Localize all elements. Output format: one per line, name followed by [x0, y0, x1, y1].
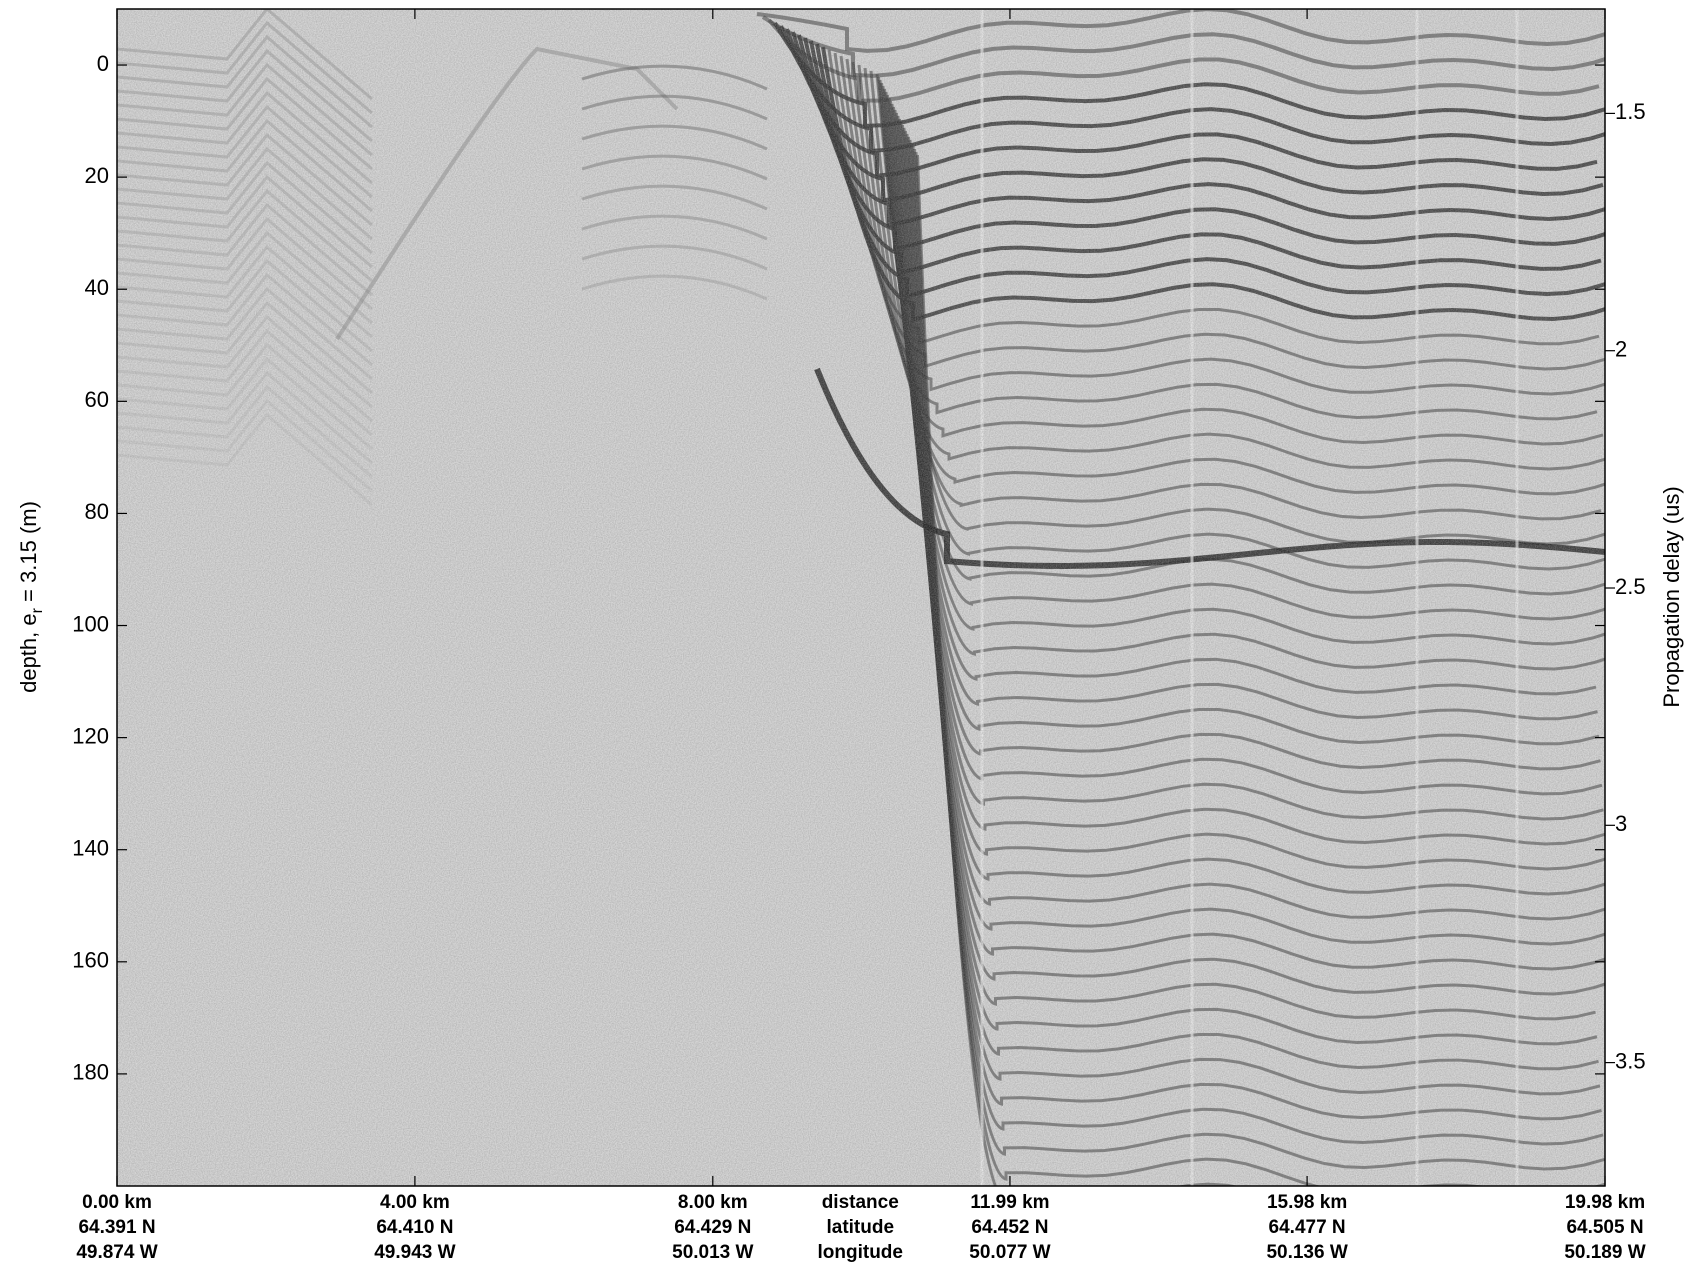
texture [117, 9, 1605, 1186]
y-tick-label: 100 [72, 611, 109, 636]
x-tick-latitude: 64.410 N [376, 1217, 453, 1238]
x-tick-longitude: 49.874 W [76, 1242, 157, 1263]
y-tick-label: 160 [72, 948, 109, 973]
y-tick-label: 80 [85, 499, 109, 524]
y2-tick-label: 3 [1615, 811, 1627, 836]
y-tick-label: 140 [72, 836, 109, 861]
x-row-label: longitude [818, 1242, 903, 1263]
x-tick-latitude: 64.429 N [674, 1217, 751, 1238]
x-tick-label: 0.00 km [82, 1192, 152, 1213]
y-tick-label: 180 [72, 1060, 109, 1085]
x-tick-longitude: 50.189 W [1564, 1242, 1645, 1263]
x-tick-latitude: 64.452 N [971, 1217, 1048, 1238]
y-axis-label: depth, er = 3.15 (m) [16, 501, 46, 693]
x-tick-label: 11.99 km [970, 1192, 1049, 1213]
x-tick-longitude: 50.077 W [969, 1242, 1050, 1263]
x-tick-label: 19.98 km [1565, 1192, 1645, 1213]
y-tick-label: 120 [72, 723, 109, 748]
x-tick-label: 4.00 km [380, 1192, 450, 1213]
y2-tick-label: 1.5 [1615, 99, 1646, 124]
y-tick-label: 20 [85, 163, 109, 188]
x-tick-latitude: 64.391 N [78, 1217, 155, 1238]
x-tick-label: 15.98 km [1267, 1192, 1347, 1213]
x-row-label: distance [822, 1192, 899, 1213]
x-tick-longitude: 49.943 W [374, 1242, 455, 1263]
x-tick-latitude: 64.505 N [1566, 1217, 1643, 1238]
y2-tick-label: 2 [1615, 337, 1627, 362]
x-tick-longitude: 50.013 W [672, 1242, 753, 1263]
y2-tick-label: 3.5 [1615, 1048, 1646, 1073]
y2-axis-label: Propagation delay (us) [1659, 486, 1684, 707]
y-tick-label: 40 [85, 275, 109, 300]
y2-tick-label: 2.5 [1615, 574, 1646, 599]
x-tick-longitude: 50.136 W [1266, 1242, 1347, 1263]
x-tick-latitude: 64.477 N [1269, 1217, 1346, 1238]
y-tick-label: 0 [97, 51, 109, 76]
y-tick-label: 60 [85, 387, 109, 412]
plot-frame [116, 8, 1606, 1187]
echogram-image [117, 9, 1605, 1186]
x-row-label: latitude [826, 1217, 894, 1238]
x-tick-label: 8.00 km [678, 1192, 748, 1213]
